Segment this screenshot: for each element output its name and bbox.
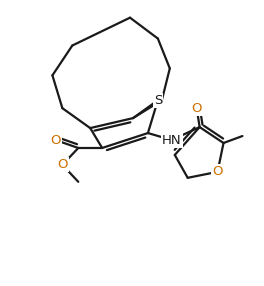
Text: S: S (154, 94, 162, 107)
Text: O: O (191, 102, 202, 115)
Text: O: O (212, 165, 223, 178)
Text: HN: HN (162, 134, 182, 146)
Text: O: O (50, 134, 61, 146)
Text: O: O (57, 158, 68, 171)
